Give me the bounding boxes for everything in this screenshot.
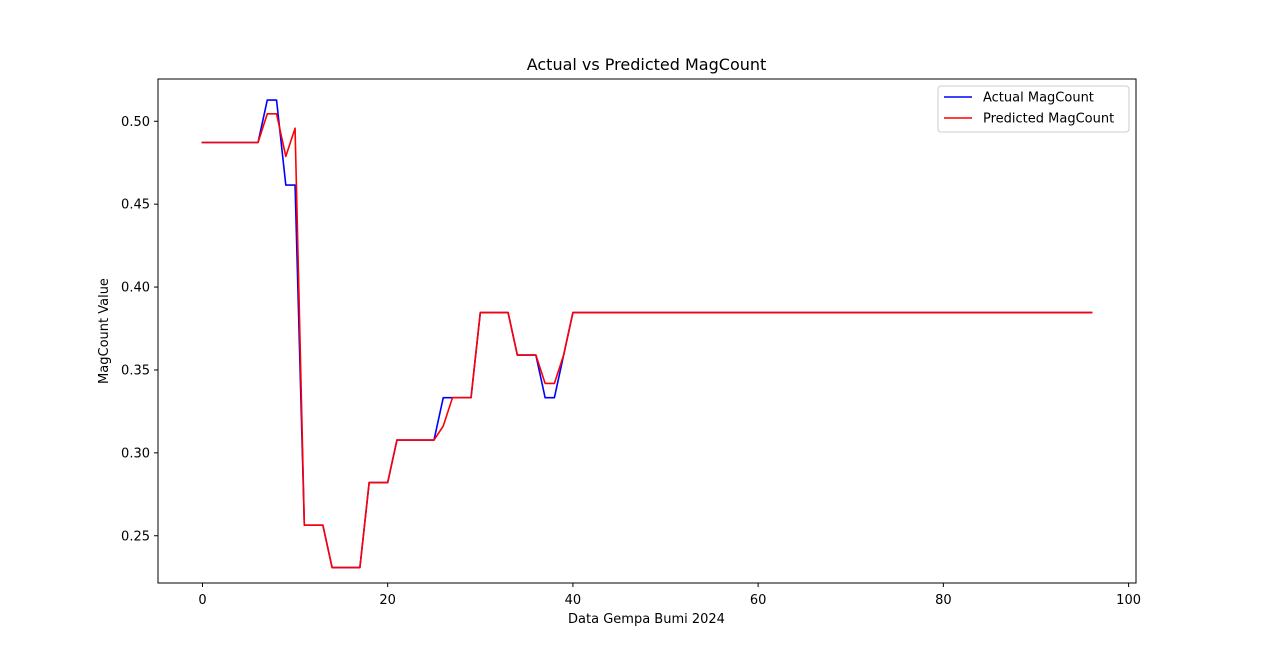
- series-layer: [201, 99, 1093, 569]
- x-tick-label: 0: [198, 593, 206, 608]
- x-axis-label: Data Gempa Bumi 2024: [568, 612, 725, 627]
- plot-area: [157, 78, 1137, 584]
- legend-box: [937, 85, 1130, 133]
- plot-frame: [157, 78, 1137, 584]
- y-tick-label: 0.30: [121, 446, 150, 461]
- y-axis: 0.25 0.30 0.35 0.40 0.45 0.50: [121, 115, 158, 544]
- y-tick-label: 0.25: [121, 529, 150, 544]
- x-tick-label: 80: [935, 593, 952, 608]
- chart-title: Actual vs Predicted MagCount: [527, 55, 767, 74]
- x-tick-label: 100: [1116, 593, 1141, 608]
- x-tick-label: 60: [750, 593, 767, 608]
- y-tick-label: 0.50: [121, 115, 150, 130]
- x-axis: 0 20 40 60 80 100: [198, 583, 1141, 608]
- legend: Actual MagCount Predicted MagCount: [937, 85, 1130, 133]
- x-tick-label: 20: [379, 593, 396, 608]
- y-tick-label: 0.40: [121, 281, 150, 296]
- x-tick-label: 40: [565, 593, 582, 608]
- y-axis-label: MagCount Value: [97, 278, 112, 384]
- y-tick-label: 0.35: [121, 363, 150, 378]
- legend-label: Actual MagCount: [983, 91, 1094, 106]
- y-tick-label: 0.45: [121, 198, 150, 213]
- series-line-predicted: [201, 113, 1093, 569]
- legend-label: Predicted MagCount: [983, 112, 1114, 127]
